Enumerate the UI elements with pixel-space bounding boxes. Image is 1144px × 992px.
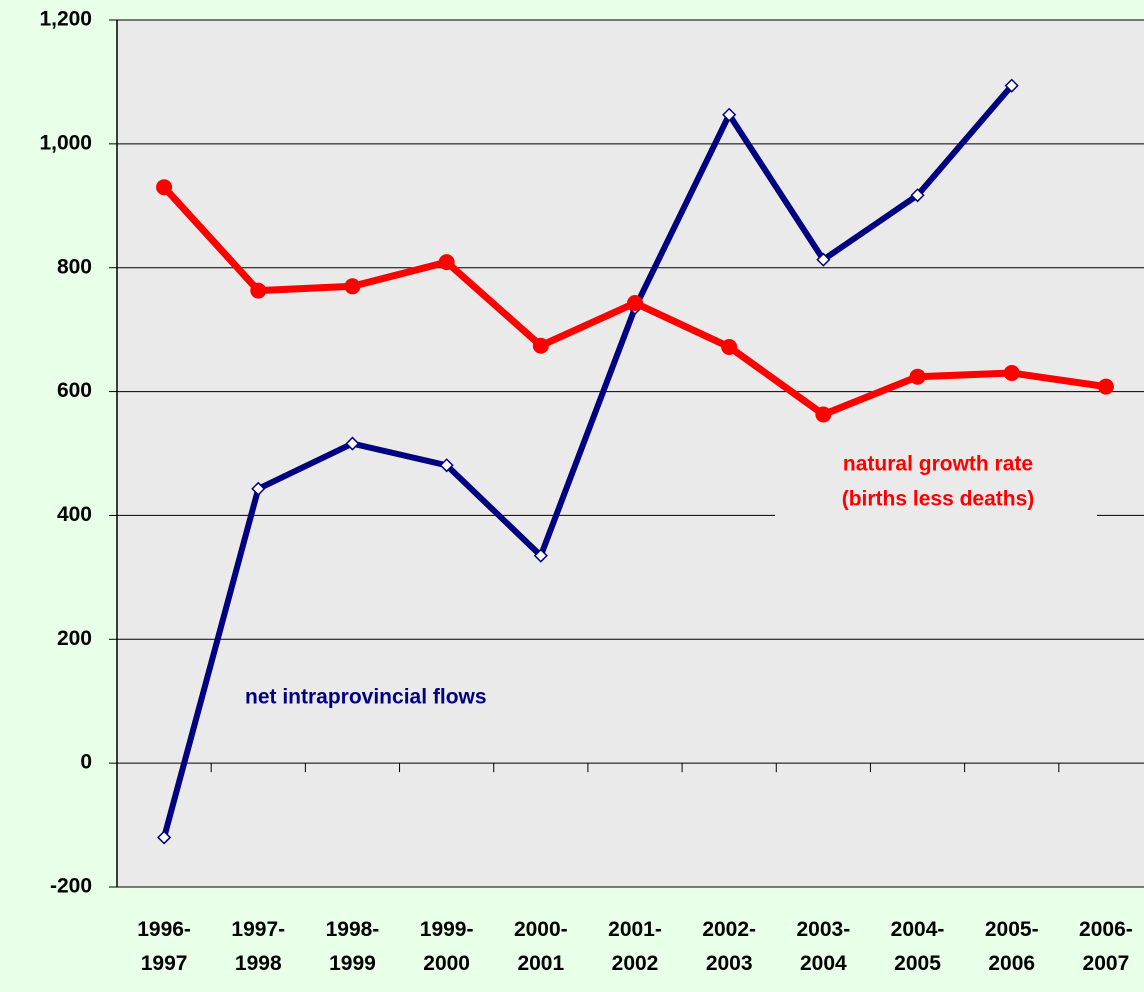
marker (344, 278, 361, 295)
marker (251, 481, 266, 496)
marker (439, 458, 454, 473)
marker (250, 282, 267, 299)
marker (1004, 78, 1019, 93)
y-tick-label: -200 (50, 875, 92, 898)
marker (816, 252, 831, 267)
marker (722, 107, 737, 122)
x-tick-label: 2004- 2005 (890, 918, 945, 975)
marker (627, 295, 643, 312)
annotation: (births less deaths) (842, 488, 1035, 511)
x-tick-label: 1996- 1997 (137, 918, 191, 975)
x-tick-label: 2002- 2003 (702, 918, 757, 975)
x-tick-label: 2006- 2007 (1079, 918, 1133, 975)
marker (721, 338, 738, 355)
annotation: net intraprovincial flows (245, 686, 487, 709)
x-tick-label: 2005- 2006 (984, 918, 1039, 975)
y-tick-label: 1,200 (39, 8, 92, 31)
marker (532, 337, 549, 354)
y-tick-label: 200 (57, 627, 92, 650)
annotation-bg (775, 445, 1097, 523)
x-tick-label: 2003- 2004 (796, 918, 851, 975)
marker (1097, 378, 1114, 395)
marker (156, 179, 173, 196)
x-tick-label: 2001- 2002 (608, 918, 662, 975)
marker (438, 254, 455, 271)
y-tick-label: 400 (57, 503, 92, 526)
y-tick-label: 0 (80, 751, 92, 774)
y-tick-label: 1,000 (39, 131, 92, 154)
x-tick-label: 2000- 2001 (513, 918, 568, 975)
marker (1003, 364, 1020, 381)
annotation: natural growth rate (843, 453, 1033, 476)
x-tick-label: 1999- 2000 (419, 918, 474, 975)
marker (157, 830, 172, 845)
y-tick-label: 800 (57, 255, 92, 278)
marker (910, 188, 925, 203)
marker (815, 406, 832, 423)
marker (533, 548, 548, 563)
marker (909, 368, 926, 385)
y-tick-label: 600 (57, 379, 92, 402)
marker (345, 436, 360, 451)
x-tick-label: 1997- 1998 (231, 918, 286, 975)
series-line (161, 83, 1015, 839)
x-tick-label: 1998- 1999 (325, 918, 380, 975)
